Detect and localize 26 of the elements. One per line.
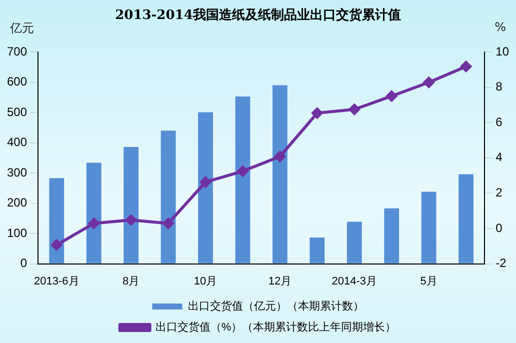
y2-tick-label: -2: [496, 256, 507, 270]
y-tick-label: 700: [6, 44, 28, 58]
y2-tick-label: 4: [496, 150, 503, 164]
y-tick-label: 500: [6, 104, 28, 119]
y2-tick-label: 10: [496, 44, 510, 58]
y-tick-label: 0: [20, 256, 28, 270]
x-tick-label: 12月: [268, 275, 292, 288]
y2-tick-label: 0: [496, 220, 503, 235]
x-tick-label: 2014-3月: [332, 275, 378, 288]
y2-tick-label: 2: [496, 186, 503, 200]
legend-label: 出口交货值（%）（本期累计数比上年同期增长）: [155, 320, 396, 334]
x-tick-label: 2013-6月: [34, 275, 80, 288]
y2-axis-title: %: [494, 20, 506, 34]
chart-title: 2013-2014我国造纸及纸制品业出口交货累计值: [115, 8, 401, 23]
x-tick-label: 8月: [122, 275, 140, 288]
y2-tick-label: 8: [496, 80, 503, 94]
y-tick-label: 400: [6, 135, 28, 150]
y-tick-label: 600: [6, 74, 28, 89]
y-tick-label: 100: [6, 226, 28, 240]
x-tick-label: 10月: [194, 275, 218, 288]
y-tick-label: 300: [6, 165, 28, 180]
x-tick-label: 5月: [420, 275, 438, 288]
y2-tick-label: 6: [496, 114, 503, 129]
y-tick-label: 200: [6, 196, 28, 210]
legend-label: 出口交货值（亿元）（本期累计数）: [188, 300, 364, 313]
y-axis-title: 亿元: [10, 20, 34, 37]
